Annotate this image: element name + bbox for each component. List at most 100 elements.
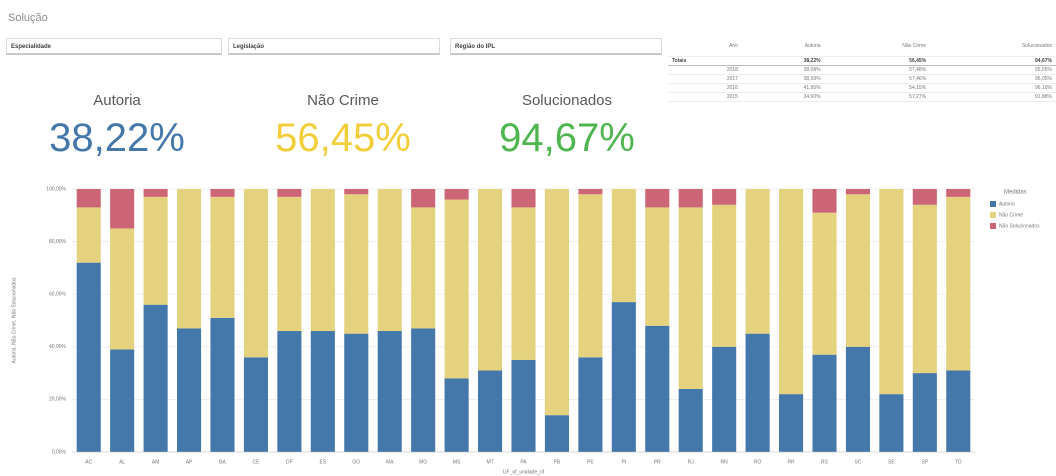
bar-segment [678,207,703,389]
table-cell: 57,46% [824,74,931,84]
data-table: Ano Autoria Não Crime Solucionados Totais 38,… [668,36,1056,102]
table-cell: 95,55% [930,65,1056,75]
column-header: Autoria [741,36,825,57]
bar-segment [544,189,569,416]
filter-box[interactable]: Região do IPL [450,38,662,55]
x-tick-label: PB [554,459,561,465]
bar-segment [645,325,670,452]
bar-segment [779,189,804,395]
bar-segment [110,228,135,350]
bar-segment [678,189,703,208]
table-header-row: Ano Autoria Não Crime Solucionados [668,36,1056,57]
table-row: 2016 41,95% 54,15% 96,10% [668,83,1056,93]
bar-segment [779,394,804,452]
bar-segment [578,194,603,358]
bar-segment [645,207,670,326]
bar-segment [177,328,202,452]
table-cell: 91,88% [930,92,1056,102]
bar-segment [344,194,369,334]
bar-segment [544,415,569,452]
y-tick-label: 20,00% [49,397,67,403]
bar-segment [344,333,369,452]
filter-box[interactable]: Legislação [228,38,440,55]
x-tick-label: AL [119,459,125,465]
bar-segment [578,189,603,195]
legend-label: Não Crime [999,212,1023,218]
x-tick-label: SC [854,459,861,465]
bar-segment [511,359,536,452]
legend-label: Autoria [999,201,1015,207]
bar-segment [845,346,870,452]
bar-segment [243,357,268,452]
x-tick-label: ES [319,459,326,465]
bar-segment [946,196,971,371]
bar-segment [210,189,235,197]
y-tick-label: 40,00% [49,344,67,350]
bar-segment [511,189,536,208]
bar-segment [912,204,937,374]
y-tick-label: 0,00% [52,449,67,455]
bar-segment [411,189,436,208]
y-tick-label: 100,00% [46,186,66,192]
y-axis-label: Autoria, Não Crime, Não Solucionados [11,277,17,363]
bar-segment [110,349,135,452]
bar-segment [912,189,937,205]
table-cell: 41,95% [741,83,825,93]
x-tick-label: TO [955,459,962,465]
table-cell: 57,27% [824,92,931,102]
kpi-value: 38,22% [49,116,185,160]
x-tick-label: RO [754,459,762,465]
bar-segment [76,189,101,208]
y-tick-label: 60,00% [49,292,67,298]
column-header: Solucionados [930,36,1056,57]
table-cell: 96,05% [930,74,1056,84]
table-cell: 2017 [668,74,742,84]
table-cell: 56,45% [824,56,931,66]
bar-segment [611,189,636,303]
bar-segment [310,189,335,332]
legend-swatch [990,212,996,218]
bar-segment [511,207,536,360]
x-tick-label: AP [186,459,193,465]
table-cell: 57,48% [824,65,931,75]
x-axis-label: UF_of_unidade_of [503,469,545,475]
bar-segment [277,189,302,197]
bar-segment [444,189,469,200]
x-tick-label: AM [152,459,160,465]
table-row: 2017 38,59% 57,46% 96,05% [668,74,1056,84]
table-row: 2015 34,60% 57,27% 91,88% [668,92,1056,102]
kpi-value: 56,45% [275,116,411,160]
kpi-label: Não Crime [307,92,379,109]
bar-segment [210,317,235,452]
x-tick-label: DF [286,459,293,465]
bar-segment [143,196,168,305]
bar-segment [578,357,603,452]
bar-segment [444,199,469,379]
x-tick-label: SE [888,459,895,465]
bar-segment [444,378,469,452]
bar-segment [712,204,737,347]
kpi-label: Solucionados [521,92,613,109]
filter-box[interactable]: Especialidade [6,38,222,55]
bar-segment [277,196,302,332]
x-tick-label: RN [721,459,729,465]
bar-segment [745,189,770,334]
bar-segment [177,189,202,329]
x-tick-label: CE [252,459,260,465]
table-cell: 2015 [668,92,742,102]
bar-segment [377,189,402,332]
x-tick-label: AC [85,459,92,465]
legend-swatch [990,201,996,207]
y-tick-label: 80,00% [49,239,67,245]
bar-segment [845,194,870,347]
table-row: 2018 38,08% 57,48% 95,55% [668,65,1056,75]
bar-segment [812,189,837,213]
bar-segment [110,189,135,229]
bar-segment [712,189,737,205]
totals-row: Totais 38,22% 56,45% 94,67% [668,56,1056,66]
kpi-label: Autoria [93,92,141,109]
legend-label: Não Solucionados [999,223,1040,229]
bar-segment [344,189,369,195]
table-cell: 38,22% [741,56,825,66]
